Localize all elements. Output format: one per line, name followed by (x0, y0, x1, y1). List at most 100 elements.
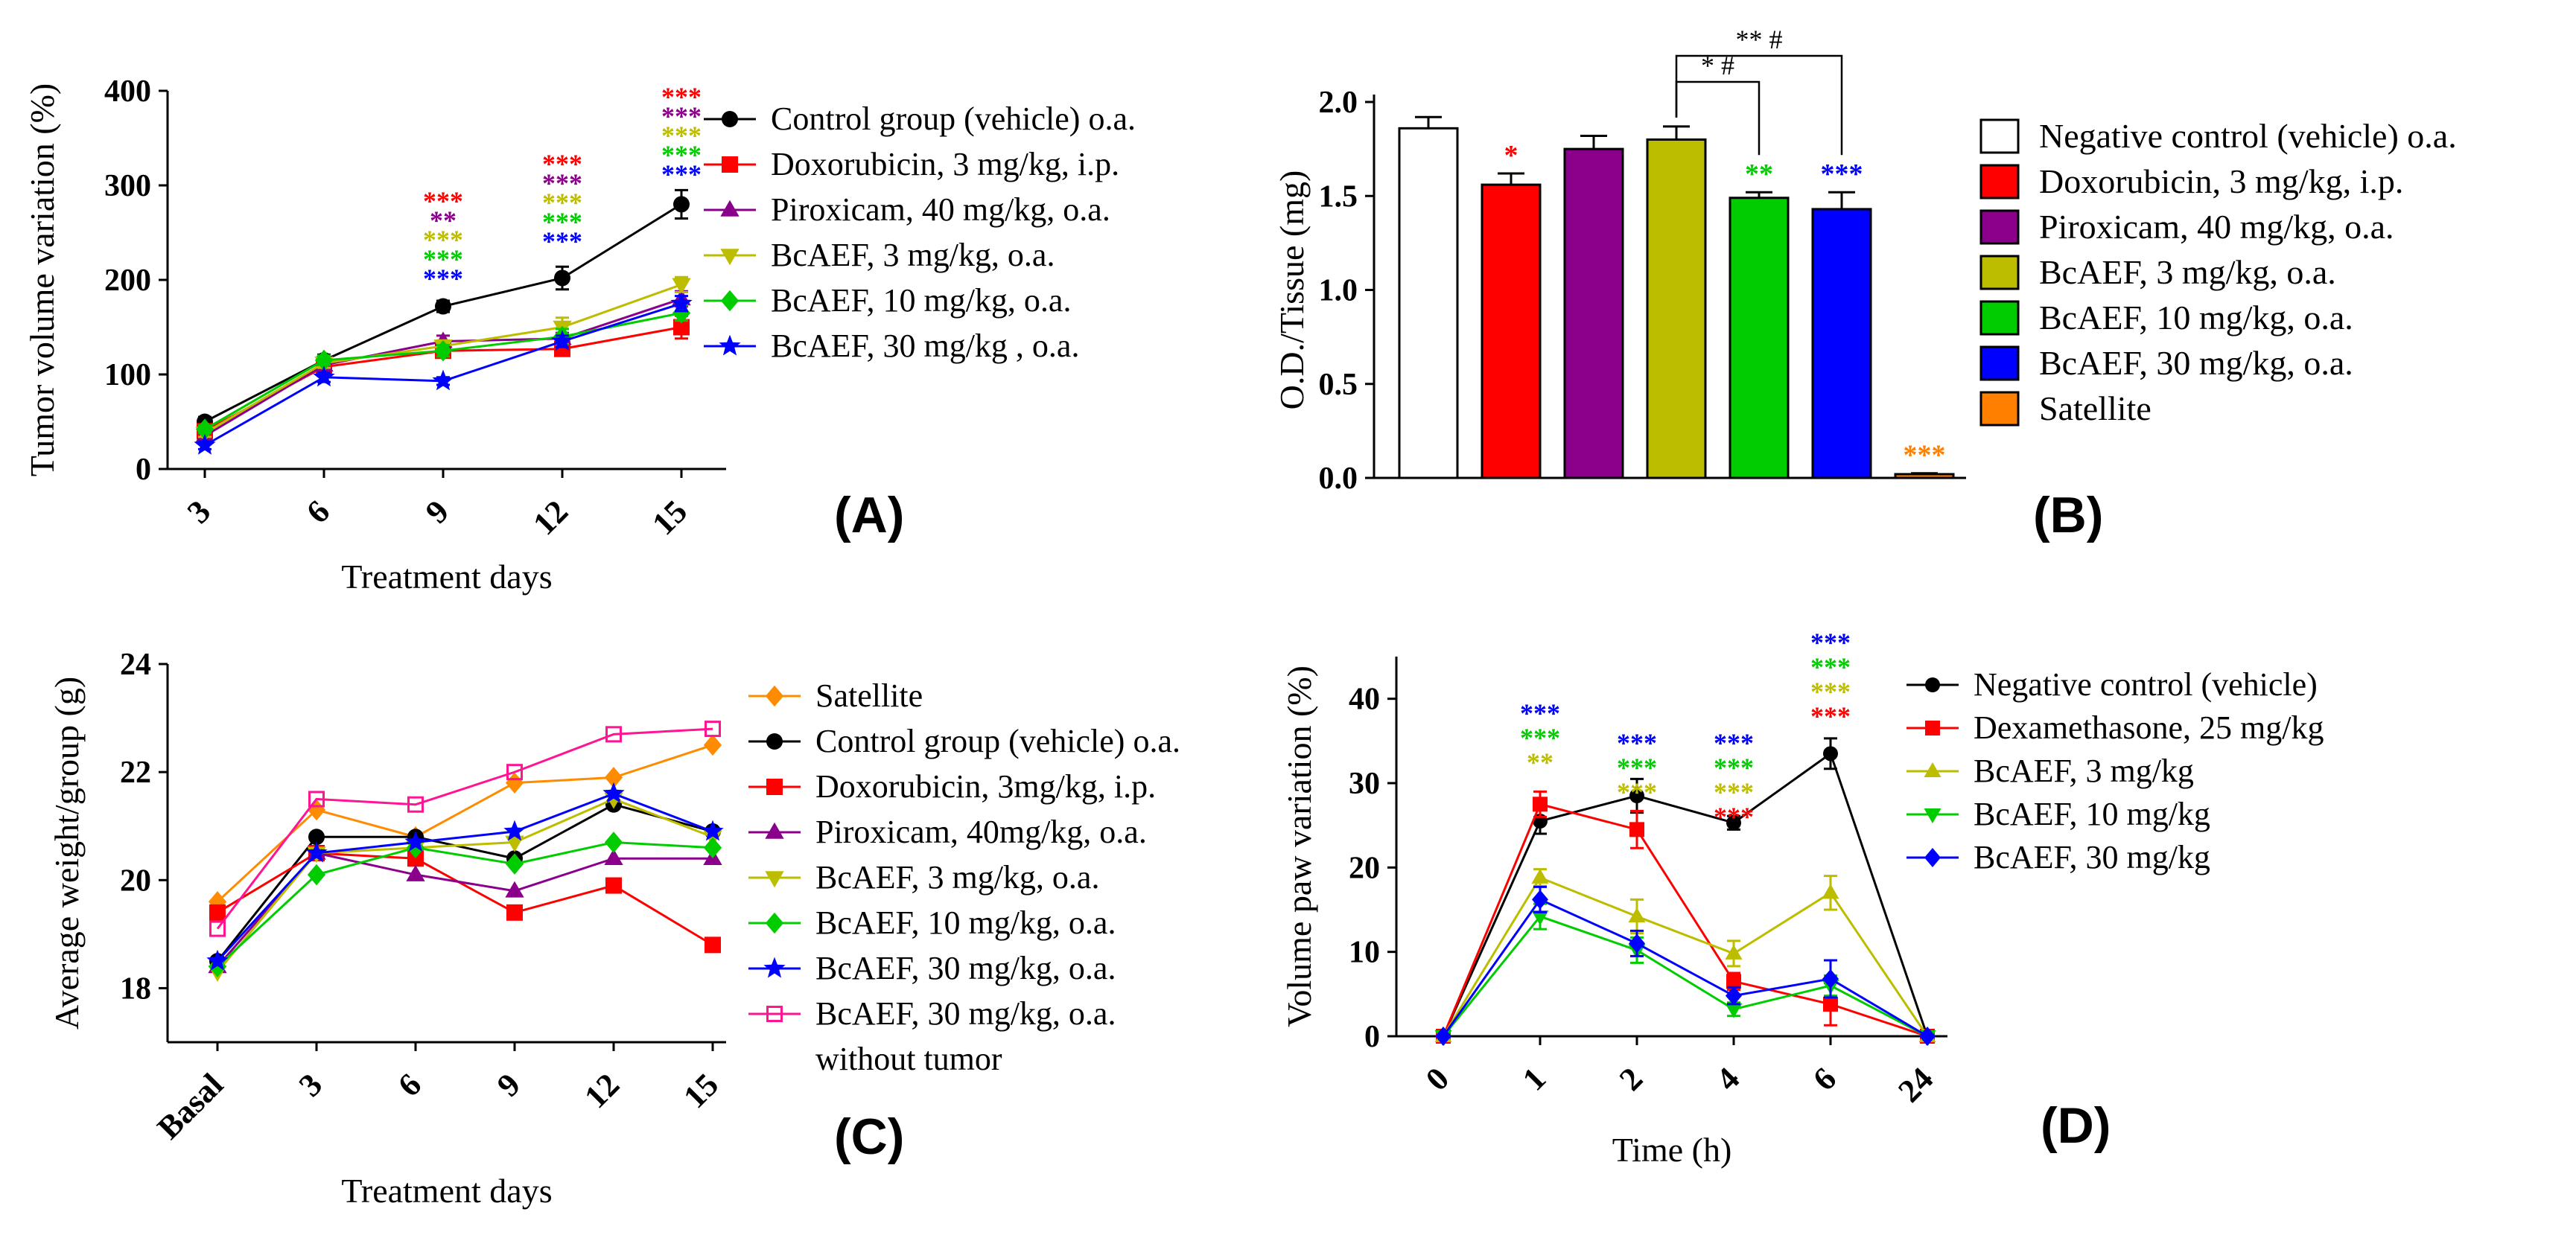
bar (1811, 208, 1872, 479)
y-tick-label: 40 (1349, 683, 1380, 717)
legend-marker (1925, 721, 1940, 735)
data-point (1726, 815, 1741, 831)
x-tick-label: 6 (1806, 1060, 1843, 1097)
legend-marker (722, 111, 738, 127)
data-point (432, 369, 454, 391)
significance-stars: *** (1714, 802, 1754, 832)
x-tick-label: 12 (526, 493, 575, 542)
y-tick-label: 300 (104, 169, 151, 203)
series-5 (194, 292, 693, 455)
legend-marker (763, 957, 786, 978)
legend-swatch (1979, 209, 2020, 245)
data-point (1919, 1027, 1936, 1046)
significance-stars: *** (661, 140, 702, 170)
bar (1481, 183, 1542, 479)
significance-stars: *** (542, 149, 582, 179)
y-tick-label: 100 (104, 358, 151, 392)
significance-stars: *** (1714, 777, 1754, 807)
series-4 (1435, 885, 1936, 1046)
bar (1398, 127, 1459, 479)
significance-stars: *** (661, 82, 702, 112)
x-tick-label: 6 (299, 493, 337, 530)
legend-label: BcAEF, 30 mg/kg, o.a. (815, 995, 1116, 1032)
data-point (308, 829, 325, 846)
significance-stars: *** (423, 264, 463, 293)
legend-marker (720, 290, 740, 312)
data-point (1725, 1003, 1743, 1018)
significance-stars: *** (661, 121, 702, 150)
legend-label: BcAEF, 3 mg/kg, o.a. (2039, 253, 2336, 291)
legend-label: Piroxicam, 40 mg/kg, o.a. (2039, 208, 2394, 246)
series-line (216, 852, 713, 968)
data-point (505, 881, 524, 898)
bar (1894, 473, 1955, 479)
data-point (209, 920, 226, 937)
x-tick-label: 24 (1891, 1060, 1940, 1109)
y-tick-label: 0 (136, 453, 151, 487)
panel-label: (D) (2041, 1097, 2111, 1154)
data-point (673, 196, 690, 213)
bracket-label: ** # (1736, 25, 1783, 54)
significance-stars: *** (1810, 677, 1851, 706)
legend-label: Doxorubicin, 3mg/kg, i.p. (815, 768, 1156, 805)
significance-stars: *** (542, 168, 582, 198)
data-point (602, 782, 625, 803)
legend-label: Satellite (815, 677, 923, 714)
y-tick-label: 20 (1349, 851, 1380, 885)
data-point (703, 734, 722, 756)
series-line (1442, 915, 1928, 1038)
data-point (604, 832, 623, 853)
legend-marker (720, 249, 740, 266)
legend-marker (720, 200, 740, 217)
data-point (604, 849, 623, 866)
panel-b: 0.00.51.01.52.0O.D./Tissue (mg)*** ******… (1273, 25, 2457, 543)
legend-marker (765, 912, 784, 934)
data-point (703, 837, 722, 859)
x-tick-label: 12 (577, 1066, 626, 1115)
bar (1563, 147, 1624, 479)
data-point (1823, 996, 1838, 1012)
legend-label: Negative control (vehicle) (1974, 666, 2318, 703)
data-point (1822, 884, 1839, 899)
y-axis-title: O.D./Tissue (mg) (1273, 170, 1311, 410)
data-point (308, 791, 325, 808)
data-point (206, 949, 229, 971)
x-tick-label: 3 (292, 1066, 329, 1103)
x-tick-label: 1 (1516, 1060, 1553, 1097)
legend-label: BcAEF, 10 mg/kg, o.a. (771, 282, 1071, 319)
y-tick-label: 30 (1349, 767, 1380, 801)
x-tick-label: Basal (150, 1066, 230, 1146)
significance-stars: *** (1810, 701, 1851, 731)
data-point (670, 292, 693, 313)
legend-marker (1924, 848, 1941, 867)
significance-stars: *** (423, 225, 463, 255)
legend-swatch (1979, 345, 2020, 381)
legend-label: Piroxicam, 40 mg/kg, o.a. (771, 191, 1110, 228)
data-point (314, 349, 334, 371)
significance-stars: *** (1904, 440, 1946, 471)
x-tick-label: 2 (1612, 1060, 1650, 1097)
significance-stars: ** (1745, 159, 1773, 190)
data-point (1531, 910, 1549, 926)
x-axis-title: Treatment days (341, 558, 552, 596)
significance-stars: *** (1821, 159, 1863, 190)
legend-marker (1925, 677, 1940, 692)
series-1 (1436, 790, 1935, 1044)
data-point (1629, 822, 1644, 837)
data-point (407, 850, 424, 867)
data-point (404, 831, 427, 852)
data-point (313, 366, 335, 387)
legend-label: Doxorubicin, 3 mg/kg, i.p. (771, 146, 1119, 182)
legend-label: Negative control (vehicle) o.a. (2039, 117, 2457, 155)
data-point (1629, 788, 1644, 803)
data-point (1725, 944, 1743, 960)
panel-a: 0 100 200 300 400 3 6 9 12 15 Treatment days Tumor … (23, 74, 1136, 596)
series-2 (209, 845, 721, 954)
data-point (1822, 968, 1839, 989)
significance-stars: *** (1520, 698, 1560, 728)
series-line (204, 297, 682, 437)
y-tick-label: 10 (1349, 936, 1380, 970)
significance-stars: *** (542, 188, 582, 217)
